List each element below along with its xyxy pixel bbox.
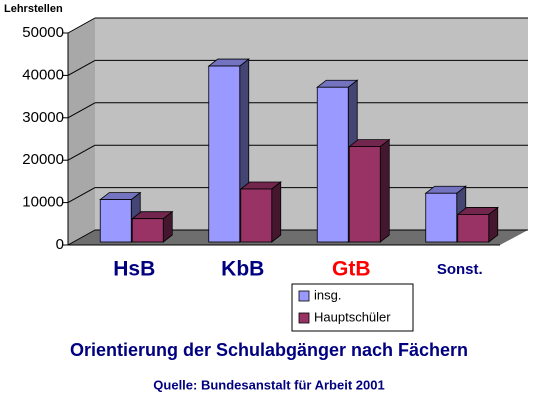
legend-swatch xyxy=(298,290,310,302)
x-tick-label: KbB xyxy=(221,258,264,281)
back-wall xyxy=(95,18,528,230)
bar-side xyxy=(271,181,282,243)
grid-line xyxy=(67,144,96,161)
grid-line xyxy=(67,102,96,119)
bar xyxy=(240,188,273,243)
grid-line xyxy=(67,229,96,246)
bar xyxy=(457,214,490,243)
bar xyxy=(131,218,164,243)
bar xyxy=(425,192,458,243)
legend-label: Hauptschüler xyxy=(314,309,391,324)
x-tick-label: Sonst. xyxy=(437,261,483,278)
chart-title: Orientierung der Schulabgänger nach Fäch… xyxy=(70,340,468,360)
floor xyxy=(68,230,528,245)
bar xyxy=(316,86,349,243)
grid-line xyxy=(67,187,96,204)
y-tick-label: 40000 xyxy=(22,66,64,83)
side-wall xyxy=(68,18,95,245)
y-axis-title: Lehrstellen xyxy=(4,3,63,15)
grid-line xyxy=(67,59,96,76)
legend-swatch xyxy=(298,312,310,324)
bar-side xyxy=(379,138,390,243)
y-tick-label: 20000 xyxy=(22,151,64,168)
legend-label: insg. xyxy=(314,287,341,302)
source: Quelle: Bundesanstalt für Arbeit 2001 xyxy=(153,377,384,392)
y-tick-label: 30000 xyxy=(22,109,64,126)
y-tick-label: 10000 xyxy=(22,194,64,211)
x-tick-label: GtB xyxy=(332,258,371,281)
grid-line xyxy=(67,17,96,34)
y-tick-label: 0 xyxy=(56,236,64,253)
bar xyxy=(208,65,241,243)
x-tick-label: HsB xyxy=(113,258,155,281)
bar xyxy=(99,199,132,243)
legend xyxy=(291,283,414,332)
y-tick-label: 50000 xyxy=(22,24,64,41)
bar xyxy=(348,146,381,243)
